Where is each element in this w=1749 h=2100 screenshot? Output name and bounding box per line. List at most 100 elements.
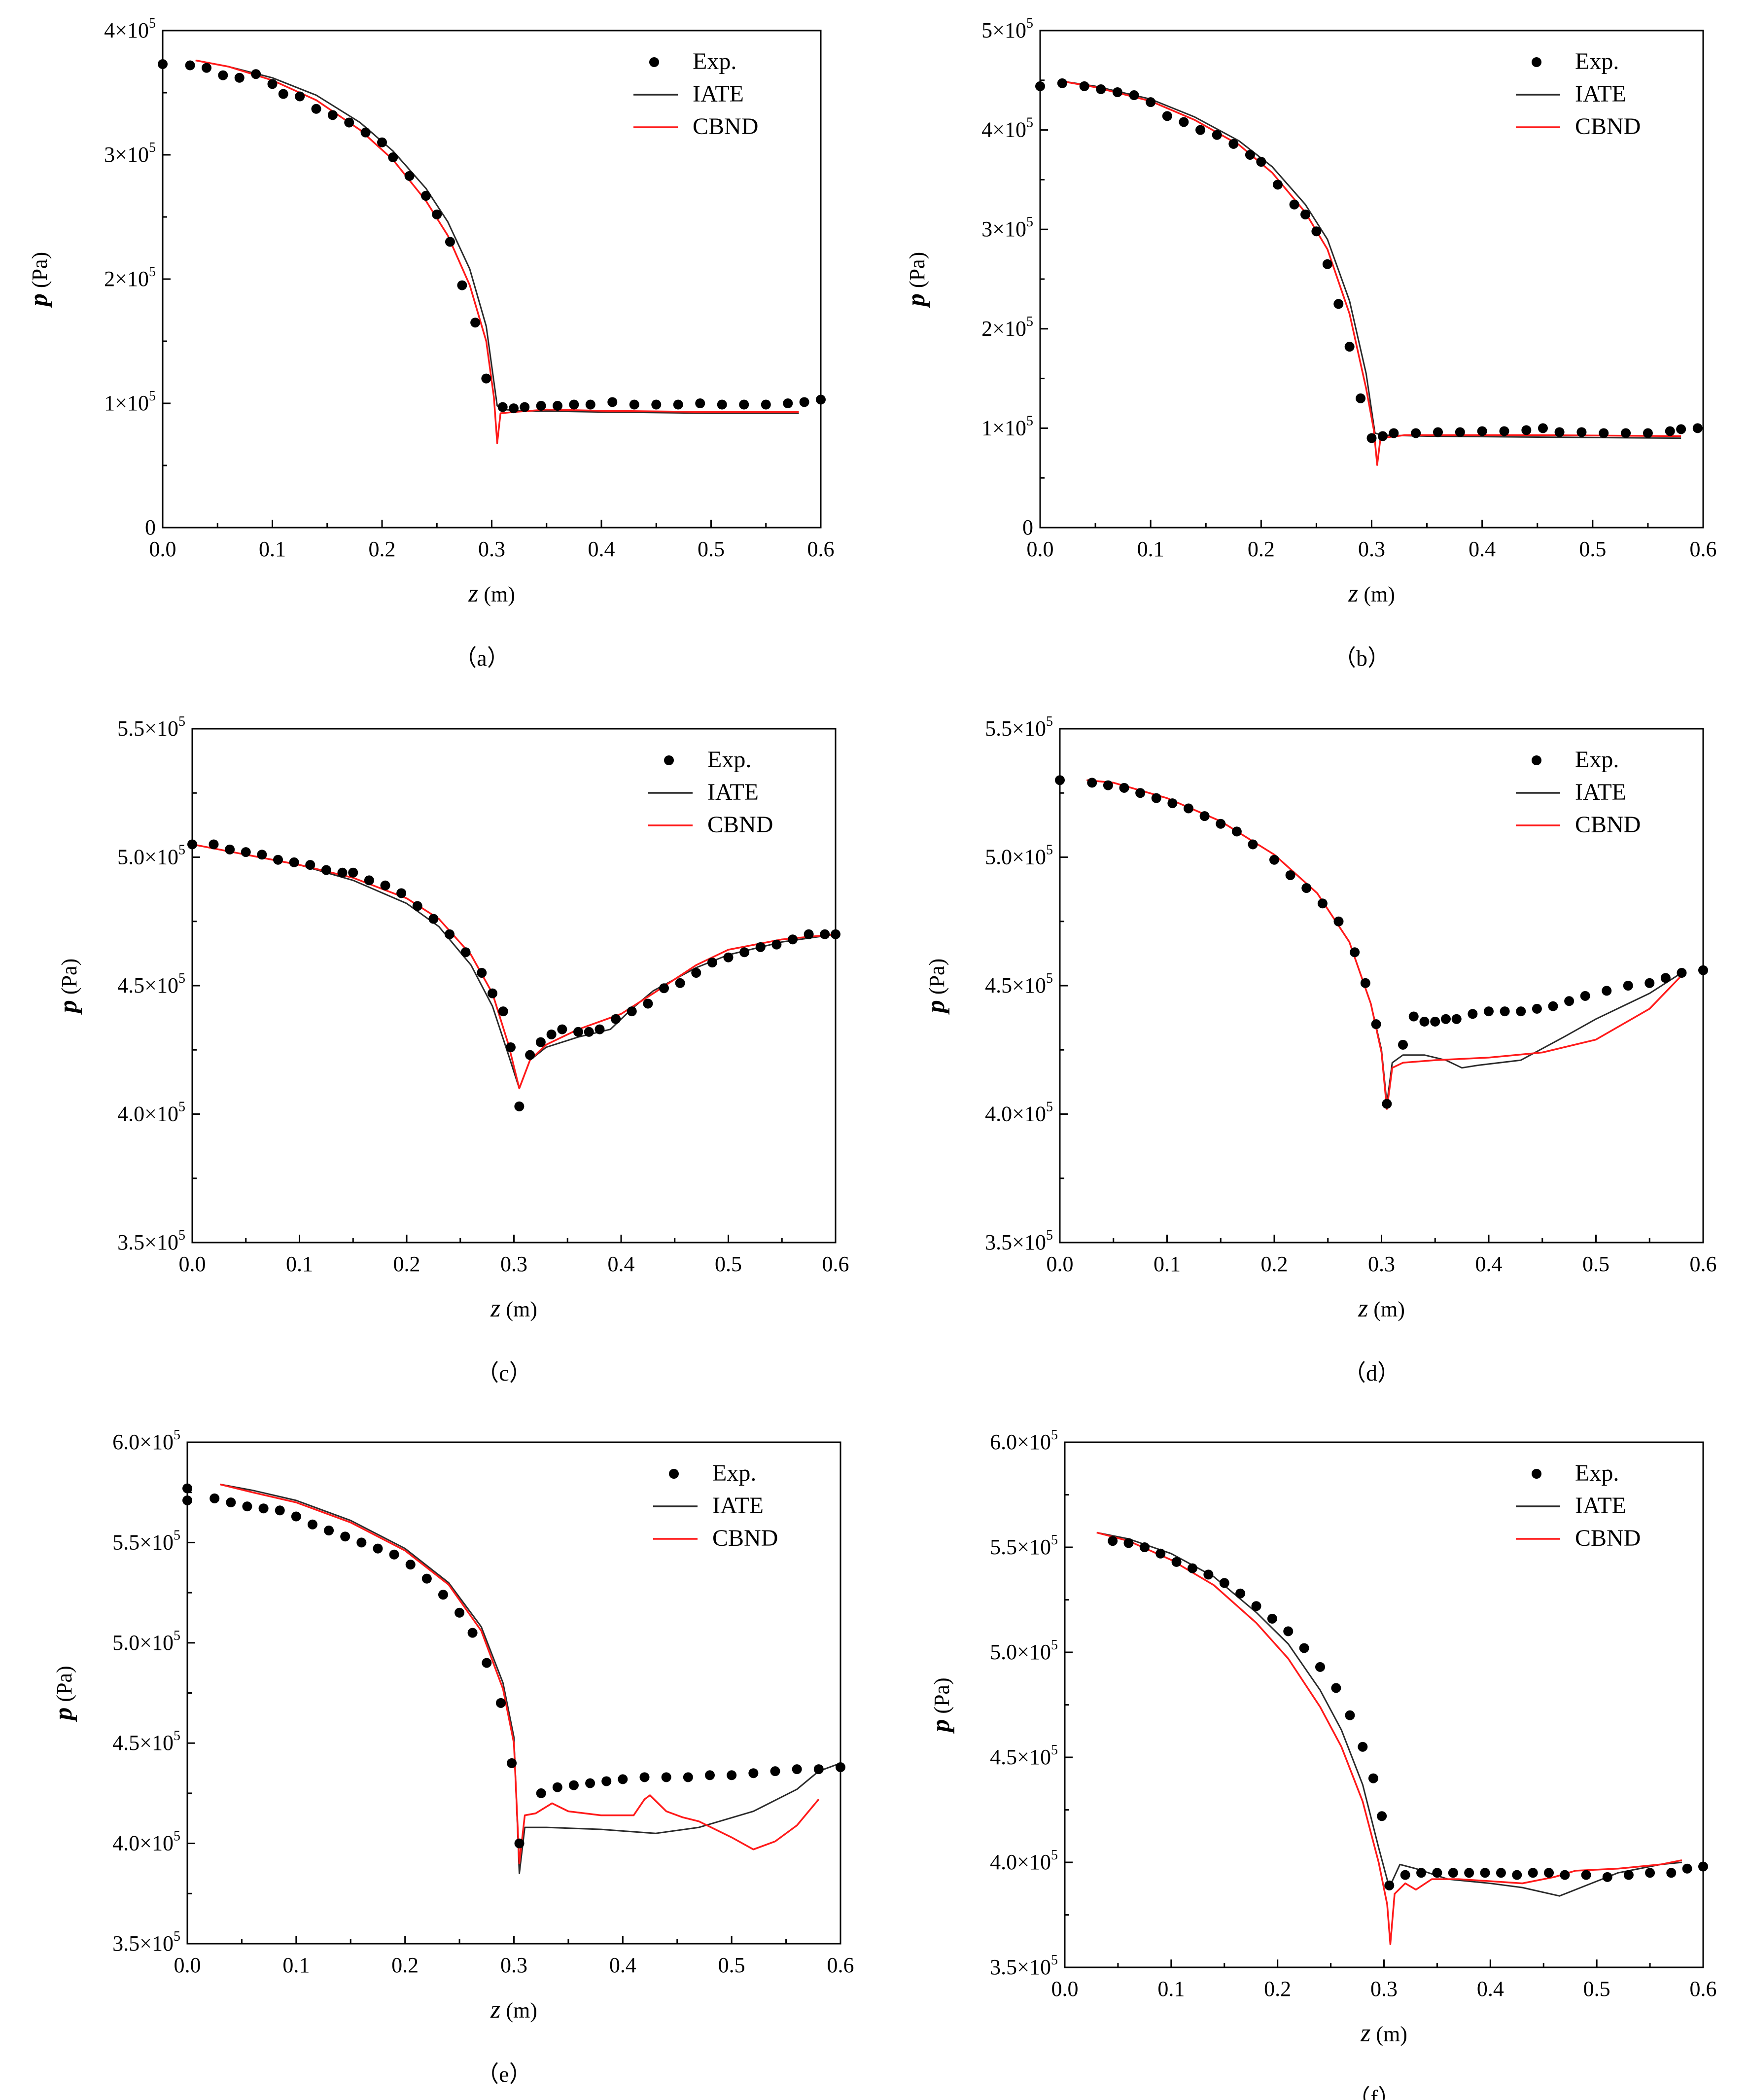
exp-data-point bbox=[1256, 157, 1266, 167]
exp-data-point bbox=[460, 947, 471, 958]
panel-caption: （d） bbox=[1343, 1360, 1400, 1386]
exp-data-point bbox=[1580, 991, 1590, 1001]
series-line-iate bbox=[195, 60, 799, 414]
x-tick-label: 0.4 bbox=[609, 1953, 636, 1977]
exp-data-point bbox=[1521, 425, 1532, 435]
x-tick-label: 0.2 bbox=[1248, 537, 1275, 561]
x-axis-label: z (m) bbox=[1348, 579, 1395, 607]
exp-data-point bbox=[1554, 427, 1565, 437]
x-tick-label: 0.1 bbox=[1154, 1252, 1181, 1276]
x-tick-label: 0.2 bbox=[391, 1953, 419, 1977]
legend: Exp. IATE CBND bbox=[633, 48, 758, 140]
exp-data-point bbox=[467, 1628, 478, 1638]
exp-data-point bbox=[748, 1768, 759, 1779]
exp-data-point bbox=[405, 1560, 416, 1570]
exp-data-point bbox=[611, 1014, 621, 1024]
x-tick-label: 0.3 bbox=[1358, 537, 1385, 561]
legend-label: IATE bbox=[1575, 779, 1626, 805]
exp-data-point bbox=[659, 983, 669, 994]
y-tick-label: 1×105 bbox=[981, 413, 1033, 440]
exp-data-point bbox=[1366, 433, 1377, 443]
y-tick-label: 1×105 bbox=[104, 389, 156, 415]
exp-data-point bbox=[1581, 1870, 1591, 1880]
chart-panel-b: 0.0 0.1 0.2 0.3 0.4 0.5 0.6 0 1×105 2×105 3×105 4×1… bbox=[902, 16, 1717, 671]
exp-data-point bbox=[1301, 883, 1312, 893]
x-axis-label: z (m) bbox=[1360, 2019, 1407, 2047]
exp-data-point bbox=[348, 867, 358, 878]
chart-panel-d: 0.0 0.1 0.2 0.3 0.4 0.5 0.6 3.5×105 4.0×105 4.5×1… bbox=[922, 714, 1717, 1386]
y-tick-label: 3.5×105 bbox=[112, 1929, 180, 1956]
exp-data-point bbox=[1269, 854, 1279, 865]
y-tick-label: 5.0×105 bbox=[112, 1628, 180, 1655]
series-line-iate bbox=[220, 1483, 840, 1875]
exp-data-point bbox=[1602, 1872, 1612, 1882]
legend-label: Exp. bbox=[693, 48, 736, 74]
exp-data-point bbox=[481, 373, 491, 384]
y-axis-label: p (Pa) bbox=[922, 959, 950, 1015]
y-tick-label: 2×105 bbox=[104, 264, 156, 291]
exp-data-point bbox=[1464, 1868, 1474, 1878]
exp-data-point bbox=[601, 1776, 612, 1786]
x-tick-label: 0.0 bbox=[174, 1953, 201, 1977]
exp-data-point bbox=[799, 397, 809, 407]
x-tick-label: 0.1 bbox=[1137, 537, 1164, 561]
exp-data-point bbox=[1285, 870, 1295, 880]
exp-data-point bbox=[723, 952, 734, 962]
exp-data-point bbox=[470, 318, 481, 328]
exp-data-point bbox=[1430, 1016, 1440, 1027]
y-tick-label: 5×105 bbox=[981, 16, 1033, 42]
exp-data-point bbox=[1267, 1613, 1277, 1624]
exp-data-point bbox=[1692, 423, 1703, 433]
exp-data-point bbox=[1660, 973, 1671, 983]
exp-data-point bbox=[804, 929, 814, 939]
x-tick-label: 0.4 bbox=[1477, 1977, 1504, 2001]
y-tick-label: 5.5×105 bbox=[990, 1532, 1058, 1559]
chart-panel-c: 0.0 0.1 0.2 0.3 0.4 0.5 0.6 3.5×105 4.0×105 4.5×1… bbox=[54, 714, 849, 1386]
plot-area bbox=[219, 1483, 840, 1875]
exp-data-point bbox=[1203, 1569, 1214, 1580]
exp-data-point bbox=[1119, 783, 1129, 793]
x-tick-label: 0.5 bbox=[1583, 1977, 1610, 2001]
x-tick-label: 0.3 bbox=[1368, 1252, 1395, 1276]
exp-data-point bbox=[557, 1024, 567, 1034]
exp-data-point bbox=[1358, 1742, 1368, 1752]
exp-data-point bbox=[1499, 426, 1509, 436]
exp-data-point bbox=[1576, 427, 1587, 437]
exp-data-point bbox=[340, 1531, 350, 1542]
exp-data-point bbox=[1368, 1773, 1378, 1783]
exp-data-point bbox=[389, 1549, 399, 1560]
y-tick-label: 4.0×105 bbox=[985, 1100, 1053, 1126]
exp-data-point bbox=[1103, 780, 1113, 790]
exp-data-point bbox=[242, 1501, 252, 1512]
y-axis-label: p (Pa) bbox=[927, 1677, 955, 1734]
exp-data-point bbox=[717, 399, 727, 410]
exp-data-point bbox=[661, 1772, 671, 1782]
exp-data-point bbox=[1538, 423, 1548, 433]
x-tick-label: 0.4 bbox=[608, 1252, 635, 1276]
exp-data-point bbox=[1500, 1006, 1510, 1017]
exp-data-point bbox=[1451, 1014, 1462, 1024]
exp-data-point bbox=[1322, 259, 1332, 269]
exp-data-point bbox=[1350, 947, 1360, 958]
exp-data-point bbox=[707, 958, 717, 968]
exp-data-point bbox=[1245, 150, 1255, 160]
exp-data-point bbox=[1644, 978, 1655, 988]
exp-data-point bbox=[1123, 1538, 1134, 1548]
exp-data-point bbox=[1248, 839, 1258, 850]
exp-data-point bbox=[1212, 130, 1222, 140]
exp-data-point bbox=[1477, 426, 1487, 436]
x-tick-label: 0.5 bbox=[698, 537, 725, 561]
exp-data-point bbox=[1599, 428, 1609, 438]
x-tick-label: 0.0 bbox=[1051, 1977, 1079, 2001]
exp-data-point bbox=[305, 860, 315, 870]
x-axis-label: z (m) bbox=[490, 1294, 537, 1322]
exp-data-point bbox=[1311, 226, 1322, 237]
y-tick-label: 5.0×105 bbox=[117, 843, 185, 869]
exp-data-point bbox=[651, 399, 662, 410]
exp-data-point bbox=[1055, 775, 1065, 785]
exp-data-point bbox=[1219, 1578, 1229, 1588]
exp-data-point bbox=[1299, 1643, 1309, 1653]
exp-data-point bbox=[1188, 1563, 1197, 1573]
exp-data-point bbox=[553, 401, 562, 411]
series-line-cbnd bbox=[219, 1483, 820, 1865]
